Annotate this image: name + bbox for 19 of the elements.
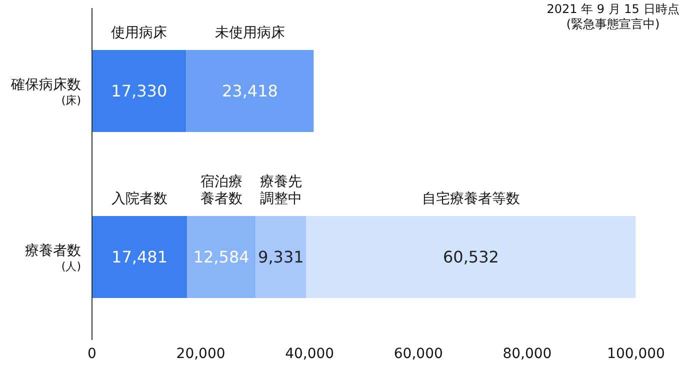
series-label: 未使用病床 [214, 25, 285, 42]
x-tick-label: 20,000 [176, 346, 226, 362]
series-label: 宿泊療養者数 [199, 174, 244, 208]
data-label: 60,532 [442, 248, 499, 266]
x-tick-label: 100,000 [607, 346, 665, 362]
x-tick-label: 40,000 [285, 346, 334, 362]
data-label: 12,584 [193, 248, 250, 266]
data-label: 23,418 [222, 82, 278, 100]
x-tick-label: 0 [88, 346, 96, 362]
data-label: 17,330 [111, 82, 168, 100]
series-label: 療養先調整中 [258, 174, 303, 208]
data-label: 9,331 [258, 248, 304, 266]
series-label: 使用病床 [111, 25, 168, 42]
series-label: 入院者数 [112, 191, 168, 208]
annotation: 2021 年 9 月 15 日時点(緊急事態宣言中) [546, 2, 680, 32]
x-tick-label: 80,000 [502, 346, 552, 362]
x-tick-label: 60,000 [394, 346, 443, 362]
series-label: 自宅療養者等数 [422, 191, 520, 208]
data-label: 17,481 [112, 248, 168, 266]
